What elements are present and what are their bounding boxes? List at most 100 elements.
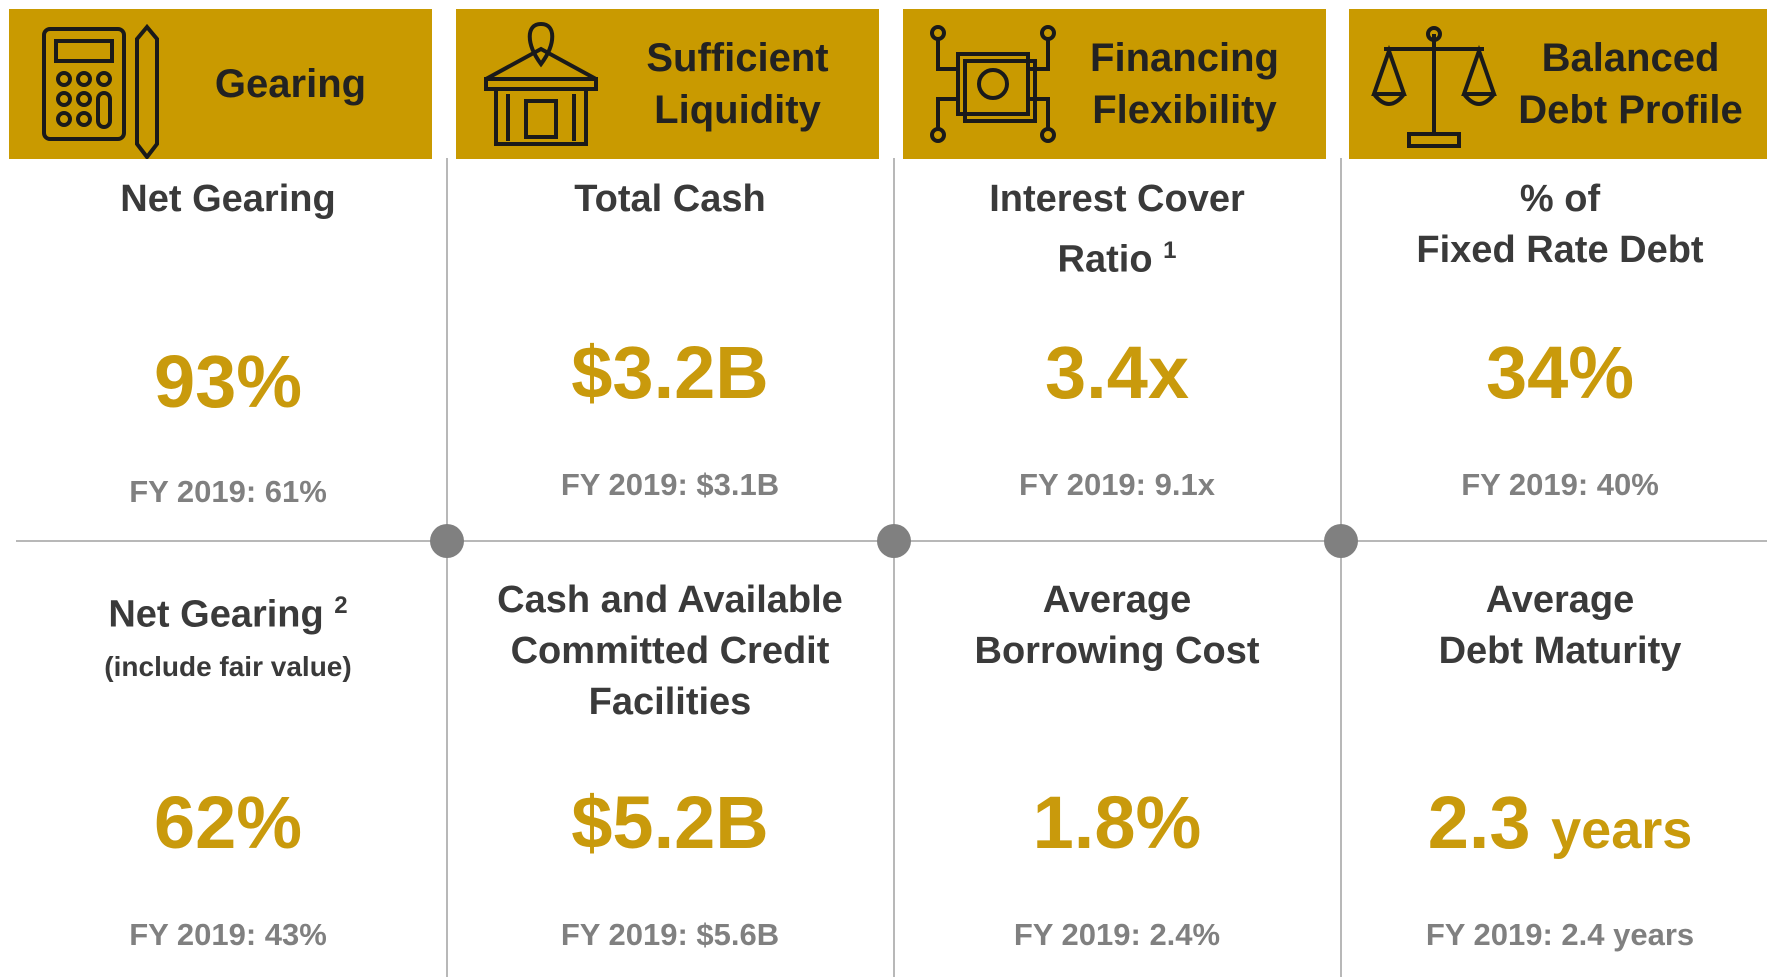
icon-shape [96, 91, 112, 129]
metric-label: Average Debt Maturity [1340, 575, 1767, 677]
icon-shape [527, 21, 555, 68]
icon-shape [963, 59, 1037, 123]
icon-shape [54, 39, 114, 63]
value-text: $3.2B [571, 331, 769, 414]
label-line: Debt Maturity [1340, 626, 1767, 677]
label-text: Interest Cover [989, 178, 1245, 220]
node [430, 524, 464, 558]
header-box: Gearing [9, 9, 432, 159]
label-text: Ratio [1057, 238, 1153, 281]
icon [1371, 26, 1497, 148]
icon-shape [930, 25, 946, 41]
footnote-ref: 2 [334, 592, 348, 619]
value-text: 3.4x [1044, 331, 1190, 414]
icon-shape [956, 52, 1030, 116]
label-text: Cash and Available [497, 579, 843, 621]
value-text: 93% [153, 340, 303, 423]
label-text: Fixed Rate Debt [1416, 229, 1704, 271]
label-line: Average [897, 575, 1337, 626]
prior-value: FY 2019: 40% [1461, 467, 1659, 502]
value-unit: years [1551, 800, 1693, 860]
metric-value: 62% [8, 783, 448, 863]
header-line: Flexibility [1092, 88, 1277, 132]
value-text: $5.2B [571, 781, 769, 864]
node [877, 524, 911, 558]
metric-label: Average Borrowing Cost [897, 575, 1337, 677]
label-text: Net Gearing [108, 593, 324, 636]
icon-shape [76, 71, 92, 87]
metric-value: 93% [8, 342, 448, 422]
label-line: Ratio 1 [897, 225, 1337, 286]
label-text: Debt Maturity [1438, 630, 1682, 672]
header-box: Financing Flexibility [903, 9, 1326, 159]
label-text: % of [1519, 178, 1601, 220]
divider [893, 158, 895, 977]
label-line: Borrowing Cost [897, 626, 1337, 677]
icon-shape [1371, 44, 1497, 96]
value-text: 34% [1485, 331, 1635, 414]
icon-shape [135, 23, 159, 159]
footnote-ref: 1 [1163, 237, 1177, 264]
metric-label: Cash and Available Committed Credit Facili… [450, 575, 890, 728]
label-line: Committed Credit [450, 626, 890, 677]
label-text: Average [1042, 579, 1192, 621]
metric-label: Total Cash [450, 174, 890, 225]
prior-value: FY 2019: 43% [129, 917, 327, 952]
label-line: Net Gearing [8, 174, 448, 225]
icon-shape [76, 91, 92, 107]
metric-label: Net Gearing 2 (include fair value) [8, 580, 448, 692]
metric-value: 34% [1340, 333, 1767, 413]
prior-value: FY 2019: 9.1x [1019, 467, 1215, 502]
label-text: Net Gearing [120, 178, 336, 220]
icon-shape [1040, 25, 1056, 41]
label-line: Fixed Rate Debt [1340, 225, 1767, 276]
header-line: Debt Profile [1518, 88, 1743, 132]
prior-value: FY 2019: $3.1B [560, 467, 780, 502]
icon-shape [56, 71, 72, 87]
label-line: Interest Cover [897, 174, 1337, 225]
icon-shape [76, 111, 92, 127]
prior-value: FY 2019: 2.4 years [1425, 917, 1695, 952]
icon [930, 25, 1056, 143]
label-line: Cash and Available [450, 575, 890, 626]
icon-shape [930, 127, 946, 143]
metric-value: $5.2B [450, 783, 890, 863]
label-text: Committed Credit [510, 630, 830, 672]
icon-shape [1426, 26, 1442, 42]
divider [446, 158, 448, 977]
metric-value: 3.4x [897, 333, 1337, 413]
metric-value: 1.8% [897, 783, 1337, 863]
metric-label: % of Fixed Rate Debt [1340, 174, 1767, 276]
metric-label: Interest Cover Ratio 1 [897, 174, 1337, 286]
value-text: 62% [153, 781, 303, 864]
icon-shape [56, 91, 72, 107]
prior-value: FY 2019: $5.6B [560, 917, 780, 952]
icon-shape [96, 71, 112, 87]
icon-shape [494, 87, 588, 146]
prior-value: FY 2019: 61% [129, 474, 327, 509]
label-text: Facilities [588, 681, 752, 723]
header-title: Gearing [159, 9, 422, 159]
label-line: Net Gearing 2 [8, 580, 448, 641]
label-line: Average [1340, 575, 1767, 626]
value-text: 2.3 [1427, 781, 1531, 864]
metric-label: Net Gearing [8, 174, 448, 225]
header-box: Sufficient Liquidity [456, 9, 879, 159]
icon [484, 21, 598, 146]
header-title: Financing Flexibility [1053, 9, 1316, 159]
header-title: Balanced Debt Profile [1499, 9, 1762, 159]
prior-value: FY 2019: 2.4% [1013, 917, 1221, 952]
value-text: 1.8% [1032, 781, 1202, 864]
icon [42, 23, 159, 159]
node [1324, 524, 1358, 558]
header-title: Sufficient Liquidity [606, 9, 869, 159]
icon-shape [56, 111, 72, 127]
header-line: Balanced [1541, 36, 1720, 80]
icon-shape [1407, 132, 1461, 148]
icon-shape [936, 39, 1050, 129]
label-text: Borrowing Cost [974, 630, 1260, 672]
label-line: Facilities [450, 677, 890, 728]
metric-value: $3.2B [450, 333, 890, 413]
icon-shape [1372, 92, 1496, 106]
